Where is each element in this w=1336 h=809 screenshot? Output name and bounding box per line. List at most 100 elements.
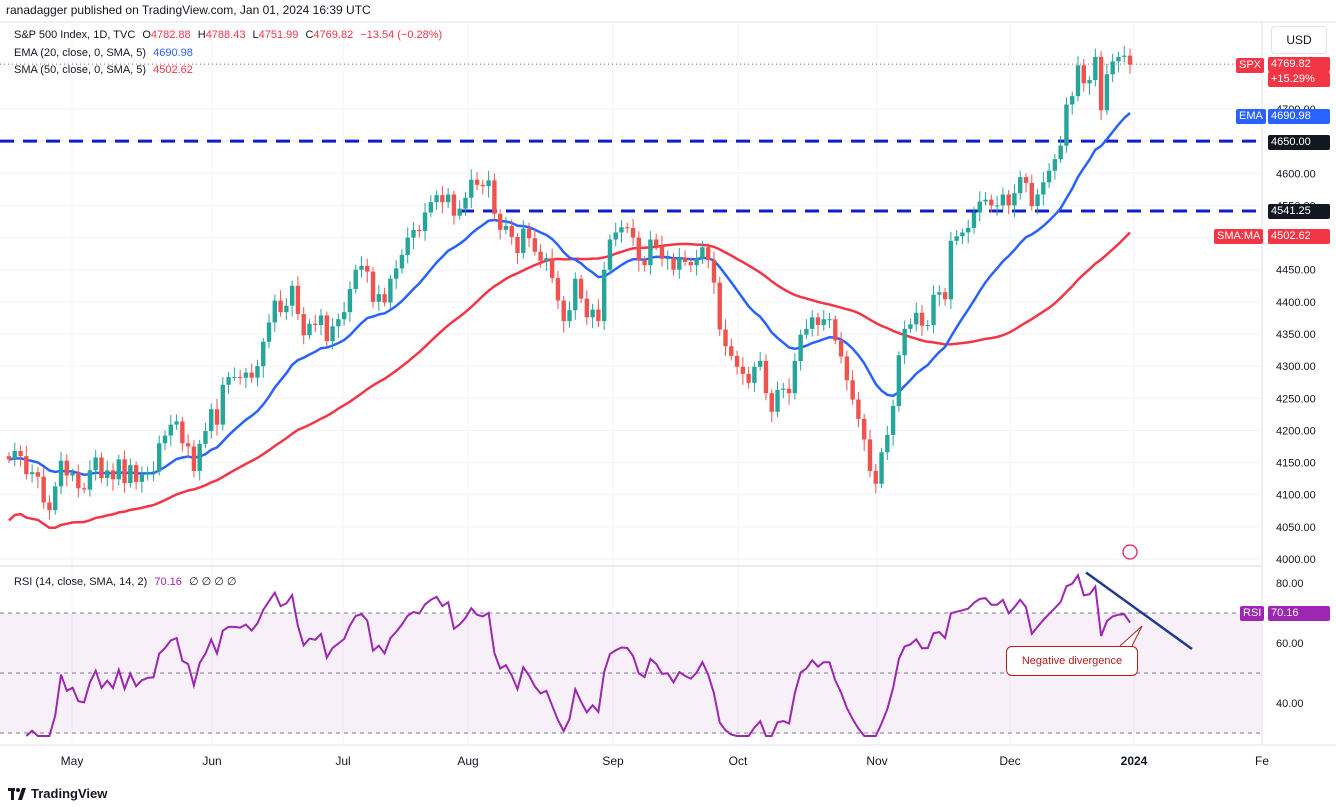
candle-body: [994, 205, 1000, 207]
candle-body: [838, 340, 844, 357]
candle-body: [232, 377, 237, 379]
candle-body: [705, 247, 711, 261]
ema-legend[interactable]: EMA (20, close, 0, SMA, 5) 4690.98: [14, 47, 197, 59]
candle-body: [873, 470, 878, 484]
rsi-label: RSI (14, close, SMA, 14, 2): [14, 576, 148, 588]
sma-value: 4502.62: [153, 64, 193, 76]
publisher-line: ranadagger published on TradingView.com,…: [6, 3, 371, 17]
candle-body: [457, 208, 462, 216]
candle-body: [1029, 182, 1034, 207]
currency-button[interactable]: USD: [1271, 26, 1327, 54]
time-tick-label: Oct: [729, 754, 748, 768]
candle-body: [653, 239, 659, 246]
candle-body: [226, 377, 231, 385]
candle-body: [561, 300, 566, 322]
candle-body: [833, 319, 838, 341]
ema-name-tag: EMA: [1236, 109, 1266, 124]
negative-divergence-callout: Negative divergence: [1006, 646, 1138, 676]
candle-body: [729, 346, 734, 356]
candle-body: [18, 451, 23, 457]
candle-body: [948, 240, 954, 300]
candle-body: [128, 465, 133, 484]
candle-body: [521, 228, 526, 253]
price-tick-label: 4050.00: [1276, 522, 1316, 534]
time-tick-label: Aug: [457, 754, 478, 768]
candle-body: [1006, 194, 1011, 206]
rsi-tick-label: 80.00: [1276, 578, 1304, 590]
candle-body: [509, 226, 514, 237]
candle-body: [942, 292, 948, 300]
candle-body: [1012, 193, 1017, 206]
candle-body: [538, 251, 543, 261]
candle-body: [162, 435, 168, 444]
rsi-legend[interactable]: RSI (14, close, SMA, 14, 2) 70.16 ∅ ∅ ∅ …: [14, 575, 240, 588]
candle-body: [1116, 56, 1121, 62]
spx-pct-tag: +15.29%: [1268, 72, 1330, 87]
candle-body: [757, 361, 763, 367]
candle-body: [353, 269, 358, 289]
candle-body: [99, 457, 104, 478]
candle-body: [139, 474, 145, 482]
candle-body: [636, 237, 642, 261]
footer-brand[interactable]: TradingView: [8, 786, 107, 801]
candle-body: [532, 238, 538, 252]
candle-body: [914, 312, 919, 325]
candle-body: [151, 471, 156, 473]
candle-body: [261, 341, 266, 367]
candle-body: [700, 247, 705, 259]
rsi-name-tag: RSI: [1240, 606, 1265, 621]
candle-body: [64, 460, 69, 476]
candle-body: [411, 229, 416, 238]
candle-body: [769, 393, 774, 412]
candle-body: [723, 329, 728, 347]
candle-body: [347, 289, 353, 313]
candle-body: [243, 372, 249, 378]
candle-body: [665, 258, 670, 260]
candle-body: [341, 312, 347, 320]
candle-body: [1122, 55, 1127, 57]
candle-body: [960, 232, 965, 237]
candle-body: [1104, 74, 1110, 111]
candle-body: [1093, 56, 1098, 81]
low-value: 4751.99: [258, 29, 299, 41]
open-value: 4782.88: [150, 29, 191, 41]
candle-body: [417, 229, 422, 232]
candle-body: [1000, 194, 1006, 206]
candle-body: [1041, 182, 1046, 195]
price-tick-label: 4000.00: [1276, 554, 1316, 566]
candle-body: [885, 434, 890, 453]
candle-body: [307, 323, 312, 336]
candle-body: [966, 227, 971, 233]
candle-body: [740, 366, 746, 374]
event-marker-icon: [1122, 544, 1138, 560]
time-tick-label: 2024: [1121, 754, 1148, 768]
candle-body: [1075, 65, 1081, 97]
candle-body: [850, 380, 855, 400]
candle-body: [711, 260, 717, 283]
sma-label: SMA (50, close, 0, SMA, 5): [14, 64, 147, 76]
rsi-line: [25, 572, 1131, 737]
time-tick-label: Nov: [866, 754, 887, 768]
candle-body: [284, 305, 289, 313]
candle-body: [492, 180, 497, 214]
candle-body: [382, 294, 387, 303]
price-tick-label: 4150.00: [1276, 458, 1316, 470]
sma-value-tag: 4502.62: [1268, 229, 1330, 244]
candle-body: [497, 213, 503, 230]
candle-body: [619, 227, 624, 233]
ema-20-line: [8, 112, 1131, 476]
sma-legend[interactable]: SMA (50, close, 0, SMA, 5) 4502.62: [14, 64, 197, 76]
price-tick-label: 4200.00: [1276, 425, 1316, 437]
candle-body: [804, 328, 809, 335]
candle-body: [122, 459, 127, 484]
price-tick-label: 4350.00: [1276, 329, 1316, 341]
candle-body: [440, 195, 445, 203]
candle-body: [1127, 55, 1133, 65]
candle-body: [266, 322, 272, 342]
candle-body: [896, 355, 902, 406]
change-value: −13.54 (−0.28%): [360, 29, 443, 41]
footer-brand-label: TradingView: [31, 786, 108, 801]
sma-50-line: [8, 231, 1131, 530]
candle-body: [29, 472, 35, 475]
candle-body: [989, 199, 994, 206]
